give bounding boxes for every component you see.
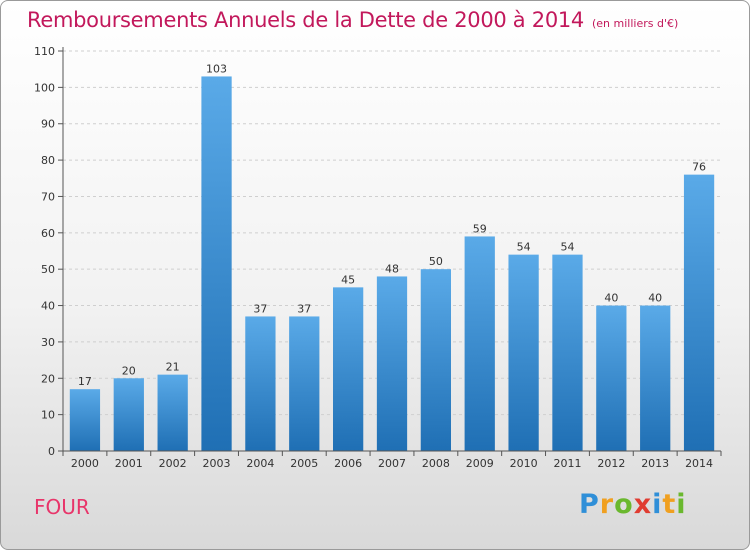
data-label: 50 bbox=[429, 255, 443, 268]
x-tick-label: 2004 bbox=[246, 457, 274, 470]
data-label: 37 bbox=[297, 302, 311, 315]
chart-title-text: Remboursements Annuels de la Dette de 20… bbox=[27, 8, 584, 32]
logo-letter: t bbox=[662, 489, 677, 520]
x-tick-label: 2013 bbox=[641, 457, 669, 470]
data-label: 48 bbox=[385, 262, 399, 275]
data-label: 21 bbox=[166, 361, 180, 374]
data-label: 54 bbox=[560, 241, 574, 254]
data-label: 45 bbox=[341, 273, 355, 286]
x-tick-label: 2009 bbox=[466, 457, 494, 470]
x-tick-label: 2012 bbox=[597, 457, 625, 470]
x-tick-label: 2010 bbox=[510, 457, 538, 470]
logo-letter: i bbox=[676, 489, 687, 520]
logo-letter: o bbox=[614, 489, 634, 520]
x-tick-label: 2014 bbox=[685, 457, 713, 470]
y-tick-label: 20 bbox=[41, 372, 55, 385]
x-tick-label: 2003 bbox=[203, 457, 231, 470]
y-tick-label: 30 bbox=[41, 336, 55, 349]
y-tick-label: 40 bbox=[41, 300, 55, 313]
y-tick-label: 50 bbox=[41, 263, 55, 276]
commune-name: FOUR bbox=[34, 495, 90, 519]
data-label: 103 bbox=[206, 62, 227, 75]
bar bbox=[157, 374, 188, 451]
x-tick-label: 2011 bbox=[553, 457, 581, 470]
data-label: 59 bbox=[473, 222, 487, 235]
y-tick-label: 90 bbox=[41, 118, 55, 131]
x-tick-label: 2001 bbox=[115, 457, 143, 470]
x-tick-label: 2005 bbox=[290, 457, 318, 470]
y-tick-label: 100 bbox=[34, 81, 55, 94]
y-tick-label: 0 bbox=[48, 445, 55, 458]
chart-title: Remboursements Annuels de la Dette de 20… bbox=[27, 8, 678, 32]
x-tick-label: 2008 bbox=[422, 457, 450, 470]
data-label: 54 bbox=[517, 241, 531, 254]
bar bbox=[245, 316, 276, 451]
y-tick-label: 60 bbox=[41, 227, 55, 240]
bar bbox=[508, 254, 539, 451]
data-label: 20 bbox=[122, 364, 136, 377]
bar bbox=[332, 287, 364, 451]
x-tick-label: 2007 bbox=[378, 457, 406, 470]
y-tick-label: 70 bbox=[41, 190, 55, 203]
bar bbox=[376, 276, 408, 451]
logo-letter: P bbox=[579, 489, 600, 520]
y-tick-label: 10 bbox=[41, 409, 55, 422]
data-label: 40 bbox=[604, 292, 618, 305]
proxiti-logo[interactable]: Proxiti bbox=[579, 489, 687, 520]
data-label: 76 bbox=[692, 161, 706, 174]
logo-letter: x bbox=[633, 489, 653, 520]
bar bbox=[420, 269, 452, 451]
y-tick-label: 80 bbox=[41, 154, 55, 167]
bar bbox=[201, 76, 232, 452]
chart-unit: (en milliers d'€) bbox=[592, 17, 679, 30]
logo-letter: i bbox=[652, 489, 663, 520]
bar bbox=[683, 174, 715, 452]
data-label: 37 bbox=[253, 302, 267, 315]
bar bbox=[464, 236, 495, 451]
bar bbox=[113, 378, 144, 451]
y-tick-label: 110 bbox=[34, 45, 55, 58]
bar bbox=[640, 305, 671, 451]
bar bbox=[552, 254, 583, 451]
x-tick-label: 2002 bbox=[159, 457, 187, 470]
x-tick-label: 2006 bbox=[334, 457, 362, 470]
bar bbox=[289, 316, 320, 451]
bar bbox=[596, 305, 627, 451]
data-label: 40 bbox=[648, 292, 662, 305]
data-label: 17 bbox=[78, 375, 92, 388]
bar bbox=[69, 389, 101, 451]
x-tick-label: 2000 bbox=[71, 457, 99, 470]
logo-letter: r bbox=[599, 489, 615, 520]
